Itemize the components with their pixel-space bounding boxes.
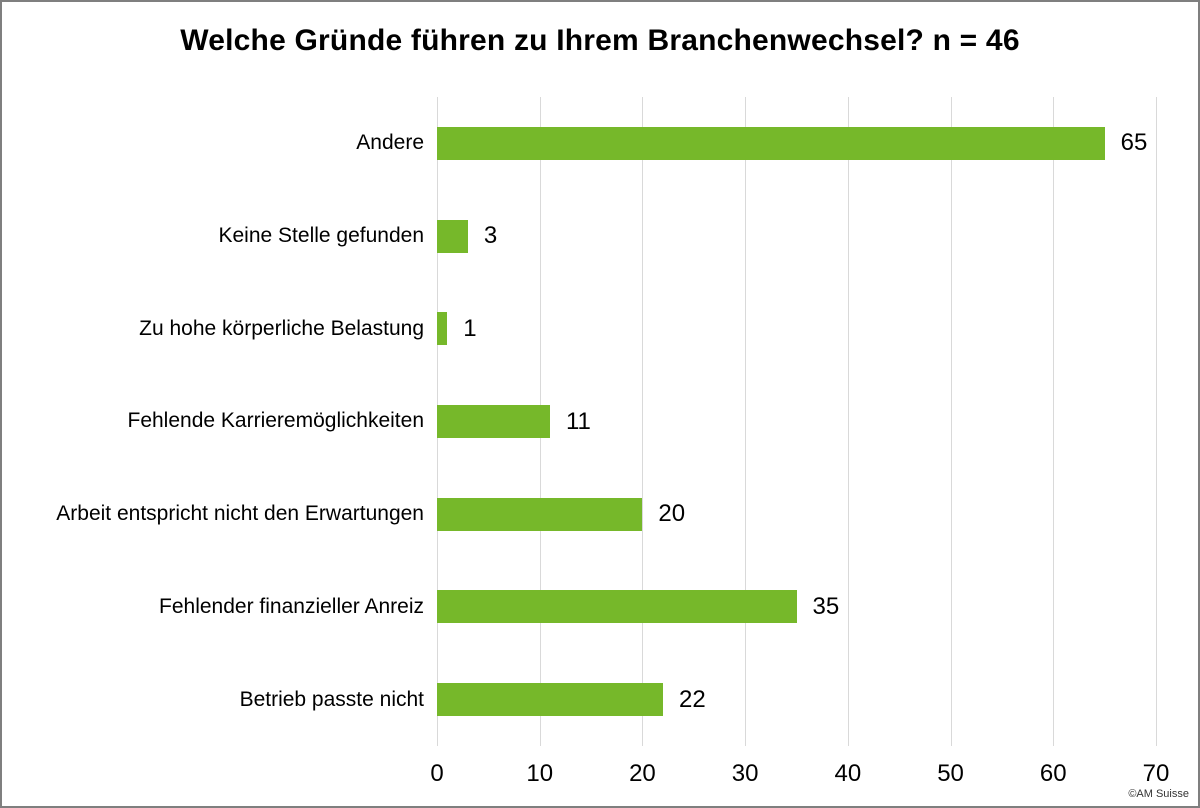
- copyright-text: ©AM Suisse: [1128, 788, 1189, 800]
- x-axis-ticks: 0 10 20 30 40 50 60 70: [430, 760, 1169, 792]
- gridline: [847, 97, 849, 746]
- x-tick-label: 50: [937, 760, 964, 787]
- value-label: 35: [812, 592, 840, 620]
- bar-row: Andere 65: [2, 97, 1156, 190]
- category-label: Andere: [356, 131, 424, 155]
- value-label: 1: [463, 314, 477, 342]
- bar-track: 11: [437, 375, 1156, 468]
- bar-track: 3: [437, 190, 1156, 283]
- bar: [437, 405, 550, 439]
- bar-track: 65: [437, 97, 1156, 190]
- gridline: [642, 97, 644, 746]
- gridline: [745, 97, 747, 746]
- bar-row: Fehlende Karrieremöglichkeiten 11: [2, 375, 1156, 468]
- bar-track: 22: [437, 653, 1156, 746]
- bar: [437, 312, 448, 346]
- bar-row: Keine Stelle gefunden 3: [2, 190, 1156, 283]
- bar-row: Arbeit entspricht nicht den Erwartungen 2…: [2, 468, 1156, 561]
- x-tick-label: 0: [430, 760, 444, 787]
- gridline: [950, 97, 952, 746]
- bar: [437, 590, 797, 624]
- bar-row: Zu hohe körperliche Belastung 1: [2, 282, 1156, 375]
- bar-track: 1: [437, 282, 1156, 375]
- bar-row: Fehlender finanzieller Anreiz 35: [2, 561, 1156, 654]
- gridline: [1053, 97, 1055, 746]
- value-label: 11: [565, 407, 591, 435]
- value-label: 20: [658, 500, 686, 528]
- x-tick-label: 40: [834, 760, 862, 787]
- value-label: 65: [1120, 129, 1148, 157]
- x-tick-label: 60: [1039, 760, 1067, 787]
- x-tick-label: 20: [629, 760, 656, 787]
- value-label: 3: [483, 222, 498, 250]
- x-tick-label: 30: [731, 760, 759, 787]
- category-label: Betrieb passte nicht: [239, 687, 424, 711]
- x-tick-label: 70: [1142, 760, 1170, 787]
- x-tick-label: 10: [526, 760, 554, 787]
- gridline: [1156, 97, 1157, 746]
- bar: [437, 497, 643, 531]
- value-label: 22: [678, 685, 706, 713]
- category-label: Arbeit entspricht nicht den Erwartungen: [56, 502, 424, 526]
- bar: [437, 683, 663, 717]
- category-label: Zu hohe körperliche Belastung: [139, 316, 424, 340]
- bar-track: 35: [437, 561, 1156, 654]
- bar: [437, 126, 1105, 160]
- category-label: Keine Stelle gefunden: [218, 224, 425, 247]
- chart-title: Welche Gründe führen zu Ihrem Branchenwe…: [180, 24, 1020, 57]
- bar-rows: Andere 65 Keine Stelle gefunden 3 Zu hohe kö…: [2, 97, 1156, 746]
- bar: [437, 219, 468, 253]
- bar-row: Betrieb passte nicht 22: [2, 653, 1156, 746]
- category-label: Fehlender finanzieller Anreiz: [159, 594, 424, 618]
- bar-track: 20: [437, 468, 1156, 561]
- category-label: Fehlende Karrieremöglichkeiten: [127, 409, 425, 433]
